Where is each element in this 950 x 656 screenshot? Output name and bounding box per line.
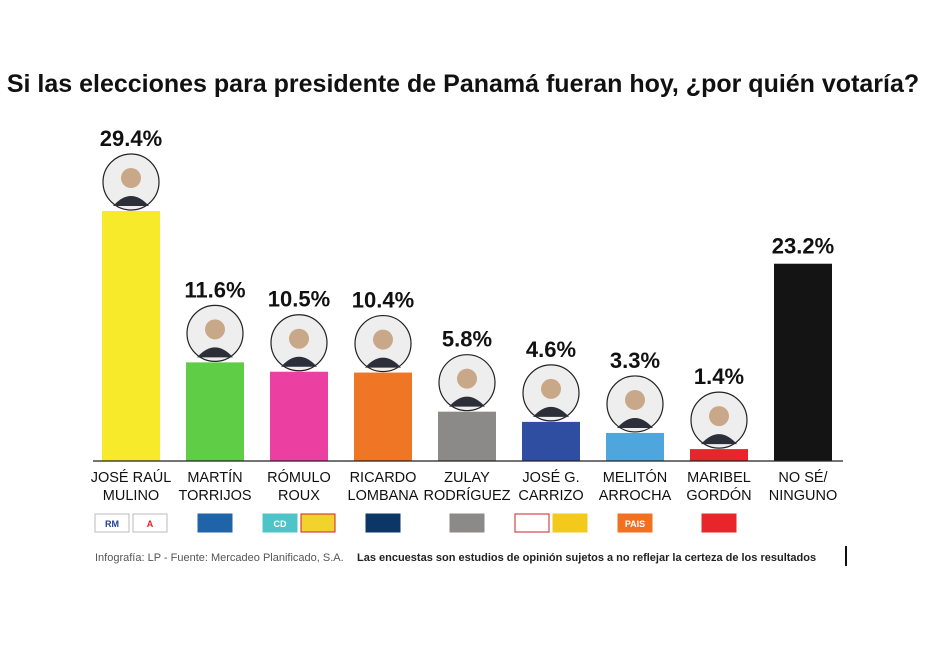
tick-label: ROUX — [278, 488, 320, 504]
photo-shoulders — [533, 406, 569, 417]
bar — [774, 263, 832, 461]
footer-source: Infografía: LP - Fuente: Mercadeo Planif… — [95, 552, 344, 564]
bar-group: 10.4% RICARDO LOMBANA — [348, 288, 419, 533]
data-label: 10.5% — [268, 287, 330, 312]
party-logo — [94, 513, 130, 533]
tick-label: JOSÉ RAÚL — [91, 469, 172, 486]
party-logo — [132, 513, 168, 533]
party-logo — [514, 513, 550, 533]
tick-label: MULINO — [103, 488, 159, 504]
tick-label: RODRÍGUEZ — [424, 487, 511, 504]
bar-group: 10.5% RÓMULO ROUX CD — [262, 287, 336, 533]
tick-label: NO SÉ/ — [778, 469, 828, 486]
data-label: 4.6% — [526, 337, 576, 362]
photo-face — [709, 406, 729, 427]
party-logo — [449, 513, 485, 533]
party-logo — [617, 513, 653, 533]
photo-face — [541, 378, 561, 399]
party-logo — [197, 513, 233, 533]
photo-face — [289, 328, 309, 349]
tick-label: MARIBEL — [687, 470, 751, 486]
bar — [606, 432, 664, 461]
bar — [186, 362, 244, 461]
tick-label: NINGUNO — [769, 488, 837, 504]
tick-label: LOMBANA — [348, 488, 419, 504]
bar — [522, 421, 580, 461]
party-logo — [701, 513, 737, 533]
bar — [102, 211, 160, 461]
data-label: 3.3% — [610, 348, 660, 373]
bar-group: 23.2% NO SÉ/NINGUNO — [769, 234, 837, 504]
tick-label: TORRIJOS — [178, 488, 251, 504]
footer: Infografía: LP - Fuente: Mercadeo Planif… — [95, 546, 847, 566]
party-logo — [365, 513, 401, 533]
party-logo — [552, 513, 588, 533]
tick-label: CARRIZO — [518, 488, 583, 504]
data-label: 23.2% — [772, 234, 834, 259]
bar — [438, 411, 496, 461]
photo-shoulders — [449, 396, 485, 407]
party-logo — [300, 513, 336, 533]
data-label: 5.8% — [442, 327, 492, 352]
tick-label: GORDÓN — [686, 487, 751, 504]
photo-shoulders — [617, 417, 653, 428]
photo-shoulders — [281, 356, 317, 367]
party-logo-text: RM — [105, 519, 119, 529]
bar — [690, 449, 748, 461]
photo-face — [121, 168, 141, 188]
tick-label: RÓMULO — [267, 469, 331, 486]
photo-face — [457, 368, 477, 389]
bar — [270, 371, 328, 461]
photo-face — [625, 389, 645, 410]
bar-group: 3.3% MELITÓN ARROCHA PAIS — [599, 348, 672, 533]
data-label: 11.6% — [184, 277, 245, 302]
photo-shoulders — [113, 196, 149, 206]
photo-shoulders — [701, 434, 737, 445]
bar — [354, 372, 412, 461]
bar-group: 4.6% JOSÉ G. CARRIZO — [514, 337, 588, 533]
tick-label: JOSÉ G. — [522, 469, 579, 486]
party-logo-text: PAIS — [625, 519, 645, 529]
photo-face — [205, 319, 225, 340]
tick-label: MARTÍN — [187, 469, 242, 486]
tick-label: RICARDO — [350, 470, 417, 486]
photo-face — [373, 329, 393, 350]
bar-group: 29.4% JOSÉ RAÚL MULINO RM A — [91, 126, 172, 533]
data-label: 1.4% — [694, 364, 744, 389]
footer-disclaimer: Las encuestas son estudios de opinión su… — [357, 552, 816, 564]
bars-layer: 29.4% JOSÉ RAÚL MULINO RM A 11.6% MARTÍN TORRIJ… — [91, 126, 837, 533]
photo-shoulders — [197, 347, 233, 358]
tick-label: MELITÓN — [603, 469, 667, 486]
photo-shoulders — [365, 357, 401, 368]
tick-label: ZULAY — [444, 470, 490, 486]
party-logo-text: CD — [274, 519, 287, 529]
data-label: 10.4% — [352, 288, 414, 313]
party-logo-text: A — [147, 519, 154, 529]
data-label: 29.4% — [100, 126, 162, 151]
bar-group: 11.6% MARTÍN TORRIJOS — [178, 277, 252, 533]
party-logo — [262, 513, 298, 533]
tick-label: ARROCHA — [599, 488, 672, 504]
chart-title: Si las elecciones para presidente de Pan… — [7, 70, 919, 98]
